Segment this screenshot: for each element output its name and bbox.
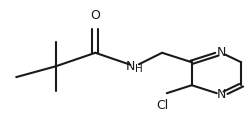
Text: H: H — [136, 64, 143, 74]
Text: N: N — [126, 60, 135, 73]
Text: Cl: Cl — [156, 99, 168, 112]
Text: N: N — [217, 88, 226, 101]
Text: N: N — [217, 46, 226, 59]
Text: O: O — [90, 9, 100, 22]
